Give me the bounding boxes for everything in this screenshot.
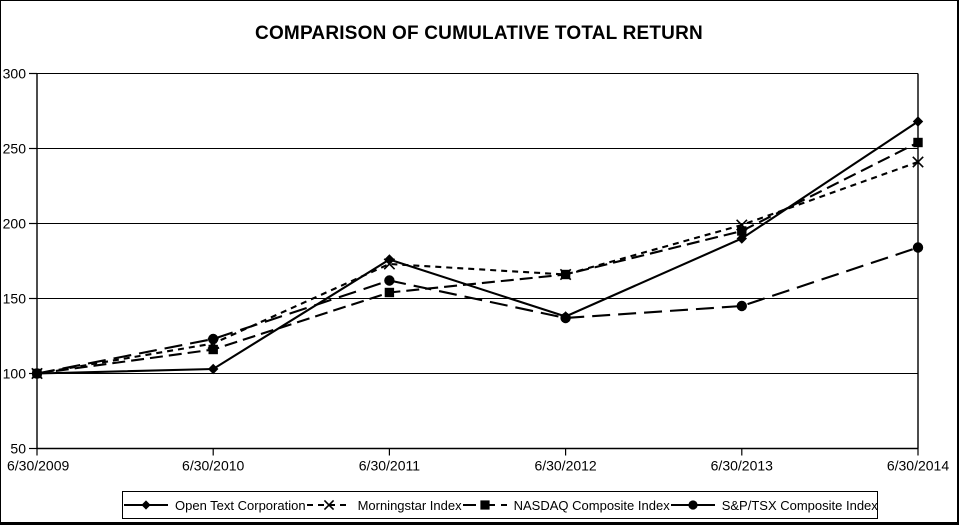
- square-marker: [560, 269, 571, 280]
- diamond-legend-sample: [124, 500, 168, 510]
- series-line: [36, 141, 919, 375]
- legend-label: Morningstar Index: [357, 497, 462, 513]
- legend-label: Open Text Corporation: [175, 497, 306, 513]
- circle-marker: [912, 242, 924, 253]
- x-tick-label: 6/30/2013: [711, 458, 773, 474]
- x-marker: [912, 156, 924, 168]
- square-legend-sample: [462, 500, 507, 510]
- y-tick-label: 200: [3, 215, 27, 231]
- y-tick-label: 250: [3, 140, 27, 156]
- series-line: [36, 120, 919, 375]
- circle-marker: [384, 275, 395, 286]
- chart-title: COMPARISON OF CUMULATIVE TOTAL RETURN: [255, 23, 703, 44]
- circle-marker: [208, 333, 219, 345]
- x-tick-label: 6/30/2010: [182, 458, 244, 474]
- y-tick-label: 100: [3, 365, 27, 381]
- legend-item: Morningstar Index: [306, 498, 462, 513]
- x-tick-label: 6/30/2014: [887, 458, 949, 474]
- legend-label: NASDAQ Composite Index: [513, 497, 670, 513]
- legend-item: NASDAQ Composite Index: [462, 498, 670, 513]
- square-marker: [208, 344, 218, 355]
- x-tick-label: 6/30/2012: [534, 458, 596, 474]
- legend-item: S&P/TSX Composite Index: [670, 498, 878, 513]
- diamond-marker: [736, 233, 747, 244]
- chart-legend: Open Text Corporation Morningstar Index NA…: [122, 491, 878, 519]
- circle-marker: [31, 368, 43, 379]
- square-marker: [913, 137, 923, 148]
- circle-marker: [560, 312, 571, 324]
- y-tick-label: 50: [10, 440, 26, 456]
- series-line: [36, 246, 919, 375]
- series-line: [36, 161, 919, 375]
- x-legend-sample: [306, 499, 351, 511]
- diamond-marker: [912, 116, 924, 127]
- legend-label: S&P/TSX Composite Index: [721, 497, 878, 513]
- x-marker: [383, 258, 396, 270]
- x-tick-label: 6/30/2011: [359, 458, 420, 474]
- square-marker: [384, 287, 395, 298]
- square-marker: [737, 226, 747, 236]
- y-tick-label: 300: [3, 65, 27, 81]
- circle-marker: [736, 300, 747, 312]
- x-tick-label: 6/30/2009: [7, 458, 69, 474]
- diamond-marker: [208, 363, 219, 375]
- legend-item: Open Text Corporation: [123, 498, 306, 513]
- y-tick-label: 150: [3, 290, 27, 306]
- circle-legend-sample: [670, 500, 715, 510]
